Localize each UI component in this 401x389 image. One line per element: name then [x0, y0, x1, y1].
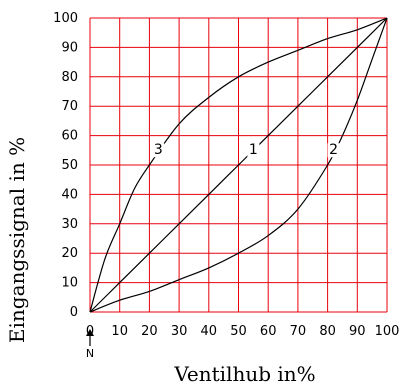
- curve-label-1: 1: [249, 142, 258, 158]
- curve-label-bg-3: [152, 143, 165, 158]
- x-tick-label-90: 90: [349, 324, 366, 339]
- curve-label-2: 2: [329, 142, 338, 158]
- tick-labels: 0102030405060708090100010203040506070809…: [53, 11, 399, 339]
- x-tick-label-60: 60: [260, 324, 277, 339]
- curve-label-3: 3: [154, 142, 163, 158]
- y-tick-label-0: 0: [70, 305, 78, 320]
- curve-label-bg-1: [247, 143, 260, 158]
- zero-marker: N: [86, 329, 94, 360]
- x-tick-label-30: 30: [171, 324, 188, 339]
- y-tick-label-20: 20: [61, 246, 78, 261]
- x-tick-label-40: 40: [201, 324, 218, 339]
- x-tick-label-20: 20: [141, 324, 158, 339]
- zero-marker-label: N: [86, 347, 94, 360]
- x-tick-label-50: 50: [230, 324, 247, 339]
- y-axis-label: Eingangssignal in %: [5, 137, 29, 343]
- curves: [89, 17, 388, 313]
- x-tick-label-70: 70: [290, 324, 307, 339]
- y-tick-label-60: 60: [61, 129, 78, 144]
- curve-3: [89, 17, 388, 313]
- curve-1: [89, 17, 388, 313]
- x-tick-label-100: 100: [375, 324, 400, 339]
- y-tick-label-70: 70: [61, 99, 78, 114]
- y-tick-label-90: 90: [61, 40, 78, 55]
- y-tick-label-10: 10: [61, 276, 78, 291]
- curve-labels: 1 2 3: [152, 142, 340, 158]
- zero-marker-arrowhead: [86, 329, 94, 336]
- y-tick-label-50: 50: [61, 158, 78, 173]
- y-tick-label-30: 30: [61, 217, 78, 232]
- y-tick-label-40: 40: [61, 187, 78, 202]
- curve-2: [89, 17, 388, 313]
- curve-label-bg-2: [327, 143, 340, 158]
- y-tick-label-80: 80: [61, 70, 78, 85]
- x-axis-label: Ventilhub in%: [173, 362, 315, 386]
- x-tick-label-10: 10: [111, 324, 128, 339]
- x-tick-label-80: 80: [319, 324, 336, 339]
- y-tick-label-100: 100: [53, 11, 78, 26]
